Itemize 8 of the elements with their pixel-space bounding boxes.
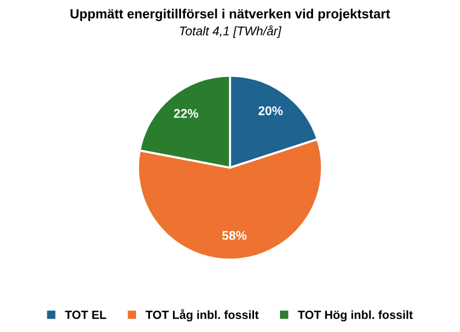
- legend-label: TOT Låg inbl. fossilt: [146, 309, 259, 322]
- chart-title: Uppmätt energitillförsel i nätverken vid projektstart: [70, 8, 390, 22]
- data-label: 20%: [258, 106, 283, 116]
- data-label: 58%: [222, 231, 247, 240]
- data-label: 22%: [174, 109, 198, 118]
- chart-subtitle: Totalt 4,1 [TWh/år]: [180, 25, 282, 38]
- legend-label: TOT EL: [64, 310, 106, 319]
- legend-label: TOT Hög inbl. fossilt: [298, 310, 413, 322]
